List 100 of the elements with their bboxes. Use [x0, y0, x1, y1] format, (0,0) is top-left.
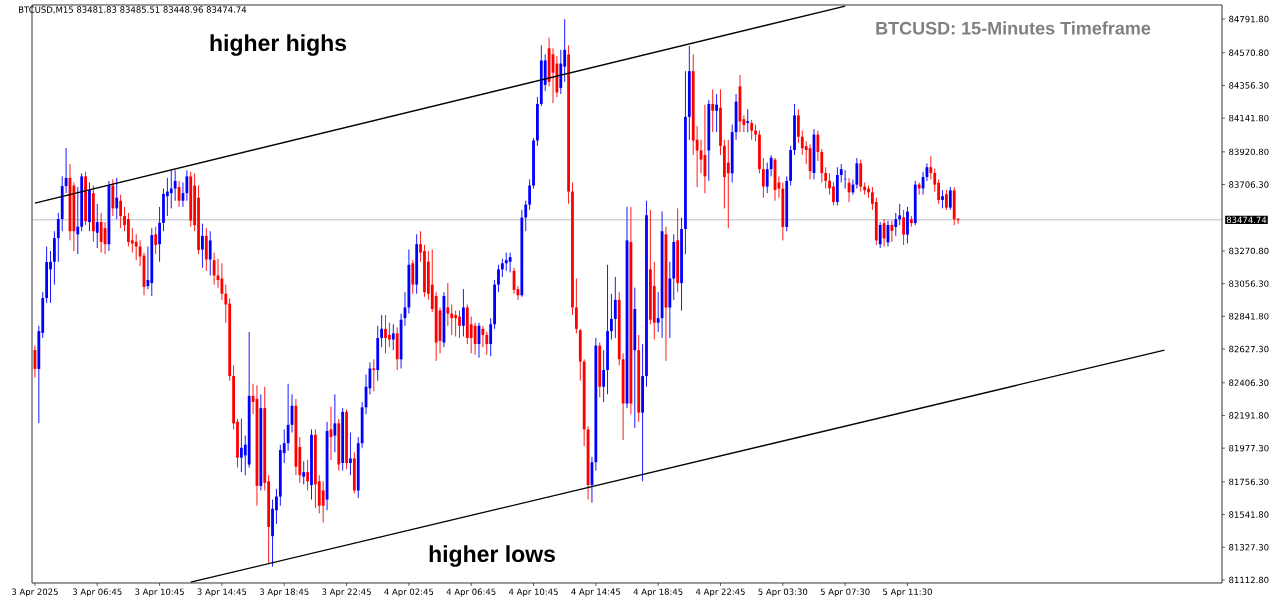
candlestick — [574, 278, 578, 334]
candlestick — [204, 227, 208, 272]
candlestick — [56, 212, 60, 263]
candlestick — [929, 155, 933, 180]
candlestick — [894, 212, 898, 237]
candlestick — [481, 325, 485, 348]
candlestick — [948, 186, 952, 211]
candlestick — [169, 169, 173, 209]
y-tick-label: 82627.30 — [1229, 345, 1269, 353]
x-tick-label: 3 Apr 18:45 — [259, 588, 309, 597]
candlestick — [800, 130, 804, 156]
candlestick — [99, 212, 103, 254]
candlestick — [528, 178, 532, 211]
candlestick — [613, 276, 617, 339]
y-tick-label: 82841.80 — [1229, 313, 1269, 320]
x-tick-label: 3 Apr 14:45 — [197, 588, 247, 597]
candlestick — [898, 203, 902, 226]
x-tick-label: 3 Apr 10:45 — [135, 588, 184, 597]
candlestick — [602, 349, 606, 403]
candlestick — [158, 206, 161, 263]
y-tick-label: 81756.30 — [1229, 478, 1269, 486]
candlestick — [746, 108, 750, 133]
x-tick-label: 5 Apr 03:30 — [758, 588, 808, 597]
candlestick — [53, 230, 56, 286]
candlestick — [115, 177, 119, 220]
candlestick — [411, 259, 415, 295]
y-tick-label: 81541.80 — [1229, 511, 1269, 518]
annotation: BTCUSD,M15 83481.83 83485.51 83448.96 83474.74 — [19, 6, 247, 14]
candlestick — [832, 182, 835, 206]
y-tick-label: 83920.80 — [1229, 148, 1269, 156]
annotation: higher lows — [429, 545, 555, 567]
y-tick-label: 82406.30 — [1229, 379, 1269, 386]
candlestick — [302, 461, 306, 485]
y-tick-label: 84356.30 — [1229, 82, 1269, 89]
candlestick — [941, 189, 944, 209]
y-tick-label: 83270.80 — [1229, 247, 1269, 255]
x-tick-label: 4 Apr 18:45 — [633, 588, 683, 597]
y-tick-label: 81977.30 — [1229, 444, 1269, 452]
candlestick — [711, 89, 715, 133]
candlestick — [610, 293, 613, 340]
candlestick — [127, 212, 130, 247]
candlestick — [95, 203, 99, 249]
candlestick — [462, 288, 465, 337]
x-tick-label: 5 Apr 11:30 — [883, 588, 932, 597]
candlestick — [333, 393, 337, 453]
candlestick — [878, 221, 882, 249]
candlestick — [906, 206, 909, 244]
candlestick — [524, 200, 528, 232]
y-tick-label: 84141.80 — [1229, 114, 1269, 122]
candlestick — [497, 264, 500, 293]
x-tick-label: 3 Apr 06:45 — [72, 588, 122, 597]
candlestick — [306, 459, 309, 491]
candlestick — [208, 230, 212, 276]
candlestick — [797, 108, 800, 144]
x-tick-label: 3 Apr 2025 — [12, 588, 58, 597]
candlestick — [49, 250, 52, 304]
candlestick — [761, 157, 765, 199]
candlestick — [388, 322, 391, 348]
candlestick — [391, 323, 395, 351]
candlestick — [201, 223, 204, 269]
x-tick-label: 4 Apr 10:45 — [508, 588, 558, 597]
candlestick — [384, 314, 387, 354]
candlestick — [890, 220, 894, 243]
candlestick — [76, 186, 80, 255]
candlestick — [446, 282, 450, 327]
y-tick-label: 82191.80 — [1229, 412, 1269, 419]
candlestick — [372, 358, 376, 392]
y-tick-label: 84570.80 — [1229, 49, 1269, 56]
candlestick — [454, 310, 458, 337]
x-tick-label: 4 Apr 02:45 — [384, 588, 434, 597]
x-tick-label: 4 Apr 06:45 — [446, 588, 496, 597]
candlestick — [450, 303, 454, 336]
candlestick — [380, 314, 384, 348]
candlestick — [824, 166, 828, 190]
x-tick-label: 4 Apr 14:45 — [571, 588, 621, 597]
candlestick — [508, 252, 512, 273]
candlestick — [349, 432, 352, 476]
candlestick — [902, 209, 905, 246]
candlestick — [882, 218, 886, 247]
x-tick-label: 4 Apr 22:45 — [695, 588, 745, 597]
text: BTCUSD: 15-Minutes Timeframe — [876, 21, 1151, 35]
candlestick — [173, 169, 177, 202]
annotation: higher highs — [210, 34, 347, 56]
candlestick — [945, 189, 948, 211]
y-tick-label: 81327.30 — [1229, 544, 1269, 551]
candlestick — [458, 310, 461, 339]
candlestick — [726, 139, 730, 229]
candlestick — [489, 317, 493, 357]
candlestick — [500, 258, 504, 278]
y-tick-label: 81112.80 — [1229, 576, 1269, 584]
candlestick — [859, 159, 863, 193]
x-tick-label: 5 Apr 07:30 — [820, 588, 870, 597]
x-tick-label: 3 Apr 22:45 — [322, 588, 371, 597]
candlestick — [286, 383, 290, 452]
candlestick — [321, 480, 325, 523]
candlestick — [111, 178, 115, 217]
y-tick-label: 83056.30 — [1229, 280, 1269, 287]
candlestick — [212, 252, 216, 286]
ref-line-label: 83474.74 — [1226, 216, 1267, 224]
candlestick — [154, 226, 158, 255]
